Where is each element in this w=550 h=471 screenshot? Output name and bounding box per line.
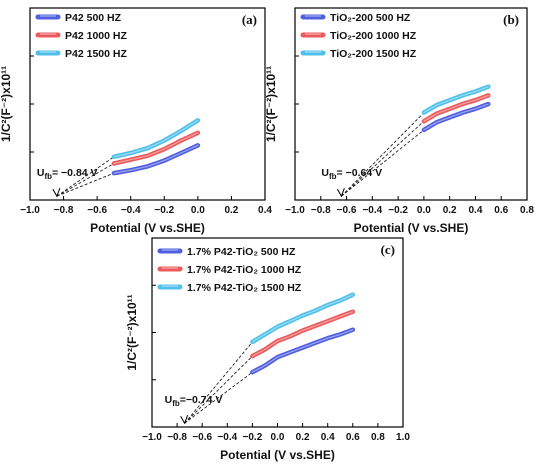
series-line (421, 84, 491, 115)
x-axis-title: Potential (V vs.SHE) (220, 448, 335, 462)
x-tick-label: −1.0 (285, 205, 305, 216)
legend-label: P42 1000 HZ (65, 30, 127, 42)
flatband-arrow (52, 187, 61, 198)
extrapolation-line (56, 172, 115, 197)
series-line (111, 118, 201, 160)
series-line (421, 93, 491, 124)
x-tick-label: −0.6 (337, 205, 357, 216)
annotation-subscript: fb (172, 399, 180, 408)
legend-label: 1.7% P42-TiO₂ 1500 HZ (187, 282, 302, 294)
x-tick-label: 0.6 (494, 205, 508, 216)
annotation-value: = −0.64 V (337, 167, 383, 179)
extrapolation-line (341, 112, 425, 197)
extrapolation-line (341, 129, 425, 197)
x-tick-label: −1.0 (20, 205, 40, 216)
panel-label: (a) (242, 12, 257, 27)
flatband-annotation: Ufb=−0.74 V (165, 394, 223, 408)
series-line (111, 143, 201, 176)
x-tick-label: −0.6 (87, 205, 107, 216)
series-highlight (251, 294, 354, 343)
x-tick-label: −0.2 (388, 205, 408, 216)
legend-label: TiO₂-200 1000 HZ (330, 30, 417, 42)
x-tick-label: −0.8 (54, 205, 74, 216)
extrapolation-line (56, 156, 115, 197)
x-tick-label: 0.2 (296, 432, 310, 443)
x-tick-label: −0.4 (362, 205, 382, 216)
series-line (250, 309, 356, 359)
legend-label: P42 500 HZ (65, 12, 122, 24)
annotation-subscript: fb (44, 172, 52, 181)
y-axis-title: 1/C²(F⁻²)x10¹¹ (0, 66, 13, 142)
series-line (421, 101, 491, 133)
x-tick-label: −1.0 (142, 432, 162, 443)
series-highlight (423, 94, 489, 122)
series-line (250, 292, 356, 345)
series-highlight (251, 329, 354, 373)
annotation-value: =−0.74 V (180, 394, 223, 406)
x-tick-label: −0.2 (154, 205, 174, 216)
annotation-symbol: U (165, 394, 173, 406)
y-axis-title: 1/C²(F⁻²)x10¹¹ (125, 294, 139, 370)
flatband-annotation: Ufb= −0.84 V (37, 167, 98, 181)
annotation-symbol: U (37, 167, 45, 179)
series-highlight (423, 86, 489, 114)
x-tick-label: 0.0 (271, 432, 285, 443)
legend-label: P42 1500 HZ (65, 48, 127, 60)
x-tick-label: 0.8 (371, 432, 385, 443)
extrapolation-line (184, 341, 253, 424)
x-tick-label: 0.4 (468, 205, 482, 216)
extrapolation-line (184, 355, 253, 424)
legend-label: TiO₂-200 500 HZ (330, 12, 411, 24)
x-tick-label: 0.2 (443, 205, 457, 216)
series-highlight (423, 103, 489, 131)
series-line (250, 327, 356, 375)
x-axis-title: Potential (V vs.SHE) (90, 221, 205, 235)
legend-label: 1.7% P42-TiO₂ 500 HZ (187, 246, 296, 258)
annotation-symbol: U (321, 167, 329, 179)
series-highlight (251, 311, 354, 357)
x-tick-label: −0.4 (121, 205, 141, 216)
x-tick-label: 0.6 (346, 432, 360, 443)
x-tick-label: −0.2 (243, 432, 263, 443)
annotation-value: = −0.84 V (52, 167, 98, 179)
x-tick-label: −0.8 (311, 205, 331, 216)
extrapolation-line (341, 120, 425, 197)
x-tick-label: 0.2 (224, 205, 238, 216)
extrapolation-line (56, 163, 115, 197)
y-axis-title: 1/C²(F⁻²)x10¹¹ (264, 66, 278, 142)
x-tick-label: 0.8 (520, 205, 534, 216)
legend-label: 1.7% P42-TiO₂ 1000 HZ (187, 264, 302, 276)
x-tick-label: 0.4 (321, 432, 335, 443)
extrapolation-line (184, 371, 253, 424)
series-highlight (113, 144, 199, 174)
panel-a: −1.0 −0.8 −0.6 −0.4 −0.2 0.0 0.2 0.4 Potential (… (0, 7, 272, 235)
x-tick-label: 1.0 (396, 432, 410, 443)
x-axis-title: Potential (V vs.SHE) (354, 221, 469, 235)
flatband-arrow (180, 415, 189, 425)
x-tick-label: 0.0 (417, 205, 431, 216)
flatband-annotation: Ufb= −0.64 V (321, 167, 382, 181)
annotation-subscript: fb (329, 172, 337, 181)
series-highlight (113, 119, 199, 158)
x-tick-label: −0.4 (217, 432, 237, 443)
legend-label: TiO₂-200 1500 HZ (330, 48, 417, 60)
series-line (111, 130, 201, 166)
x-tick-label: 0.4 (258, 205, 272, 216)
x-tick-label: −0.8 (167, 432, 187, 443)
panel-b: −1.0 −0.8 −0.6 −0.4 −0.2 0.0 0.2 0.4 0.6 0.8 Poten… (264, 7, 534, 235)
x-tick-label: −0.6 (192, 432, 212, 443)
panel-label: (b) (503, 12, 519, 27)
panel-c: −1.0 −0.8 −0.6 −0.4 −0.2 0.0 0.2 0.4 0.6 0.8 1.0 Po… (125, 237, 410, 462)
x-tick-label: 0.0 (191, 205, 205, 216)
panel-label: (c) (381, 242, 395, 257)
flatband-arrow (336, 187, 345, 198)
series-highlight (113, 132, 199, 165)
